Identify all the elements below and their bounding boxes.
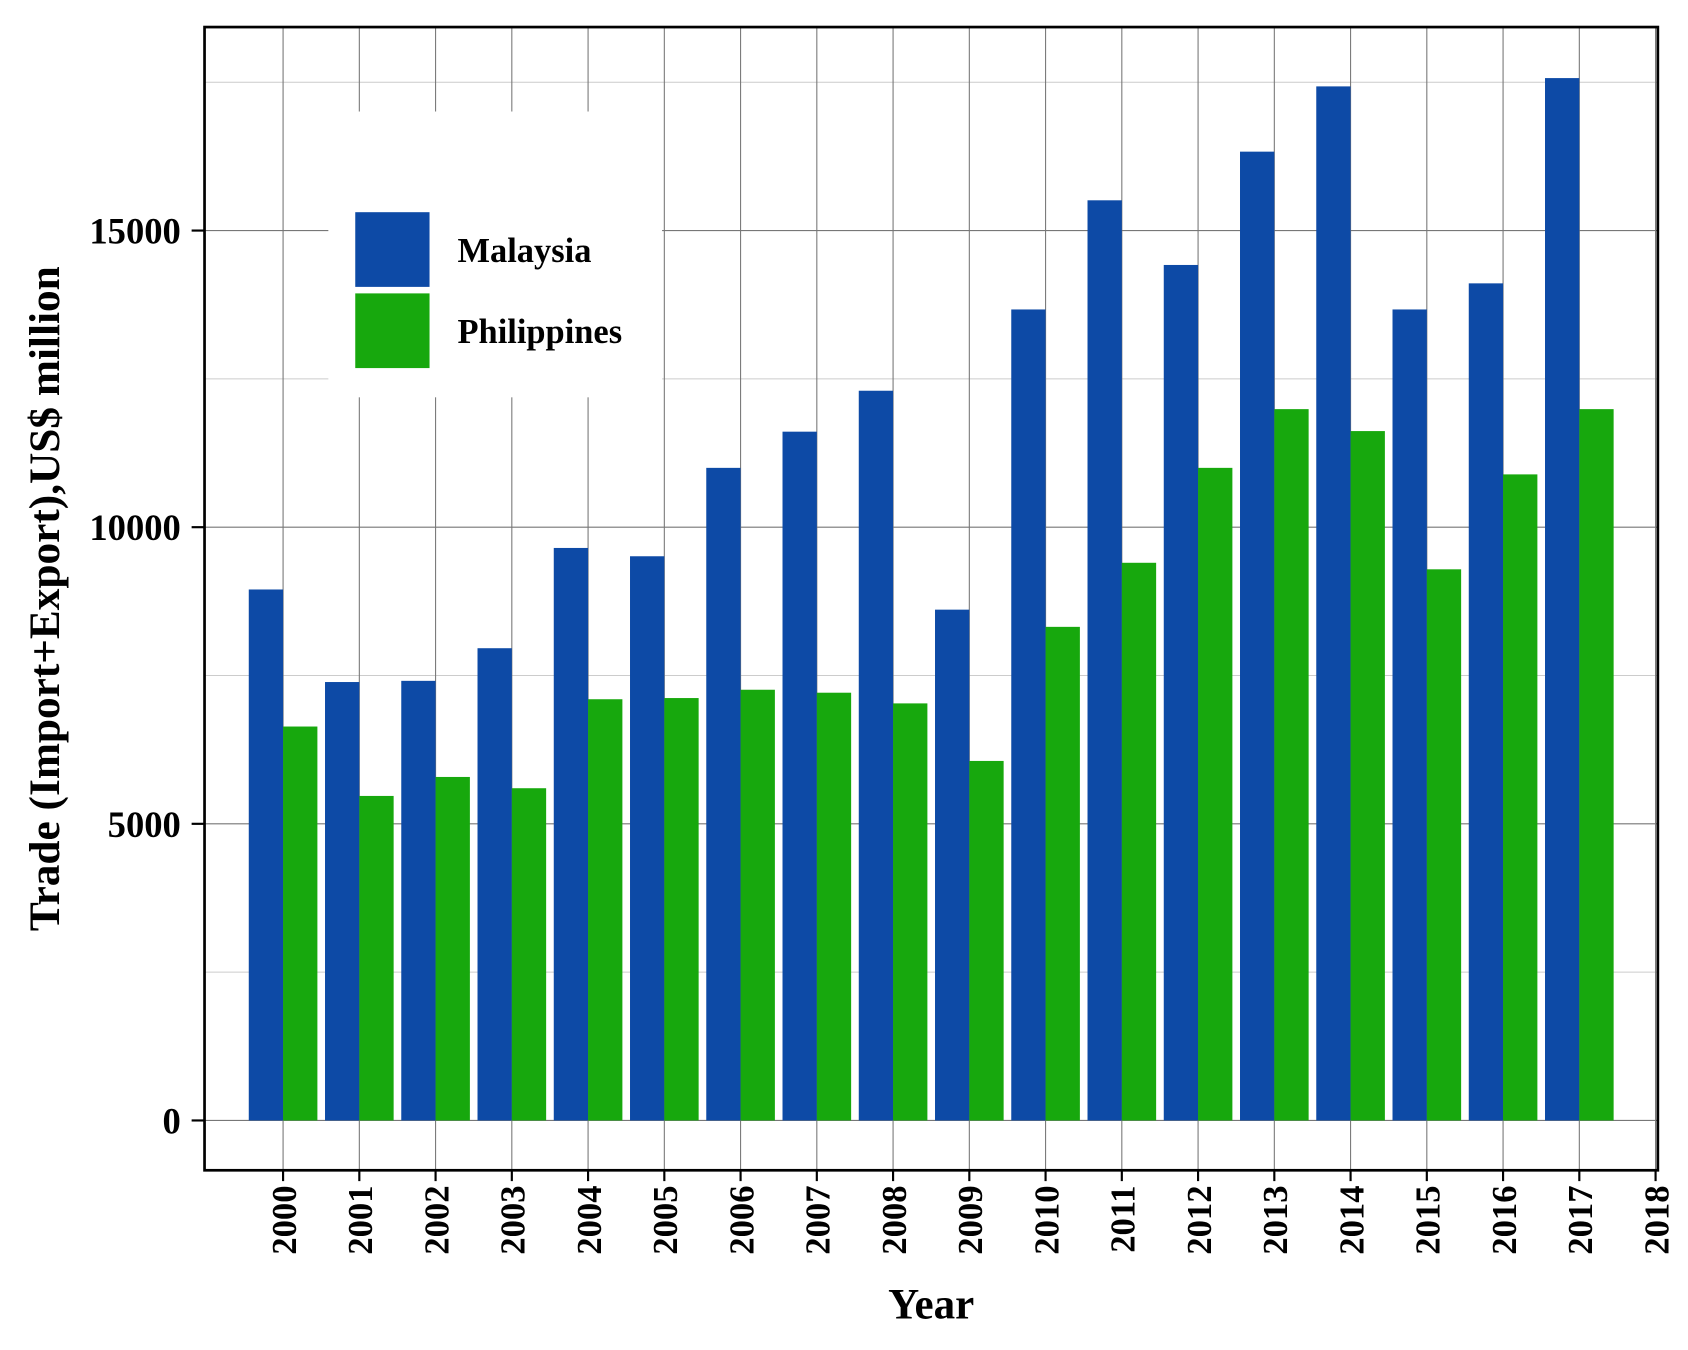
x-tick-label: 2000 [266, 1185, 304, 1254]
bar-philippines-2001 [359, 795, 394, 1121]
bar-philippines-2012 [1198, 467, 1233, 1121]
bar-malaysia-2014 [1316, 86, 1351, 1121]
bar-malaysia-2016 [1468, 283, 1504, 1121]
x-tick-label: 2005 [647, 1185, 685, 1254]
x-tick-label: 2018 [1639, 1185, 1677, 1254]
bar-malaysia-2017 [1545, 78, 1580, 1121]
bar-malaysia-2006 [706, 467, 741, 1121]
x-tick-label: 2014 [1334, 1185, 1372, 1254]
bar-philippines-2003 [511, 788, 547, 1121]
y-tick-label: 15000 [89, 210, 180, 251]
bar-malaysia-2015 [1392, 309, 1427, 1121]
bars [248, 78, 1614, 1121]
bar-malaysia-2008 [858, 390, 894, 1121]
bar-philippines-2008 [893, 703, 928, 1121]
x-tick-label: 2010 [1029, 1185, 1067, 1254]
bar-philippines-2010 [1045, 626, 1080, 1121]
bar-malaysia-2012 [1163, 264, 1199, 1121]
x-axis: 2000 2001 2002 2003 2004 2005 2006 2007 2008 2009… [266, 1170, 1677, 1255]
x-axis-label: Year [888, 1282, 974, 1329]
x-tick-label: 2013 [1257, 1185, 1295, 1254]
bar-philippines-2009 [969, 760, 1004, 1121]
bar-malaysia-2013 [1240, 151, 1275, 1121]
bar-malaysia-2009 [935, 609, 970, 1121]
x-tick-label: 2016 [1486, 1185, 1524, 1254]
y-axis-label: Trade (Import+Export),US$ million [22, 266, 69, 931]
legend-label-philippines: Philippines [458, 313, 623, 351]
x-tick-label: 2001 [342, 1185, 380, 1254]
legend: Malaysia Philippines [328, 111, 663, 398]
bar-philippines-2014 [1350, 431, 1385, 1121]
bar-philippines-2017 [1579, 409, 1614, 1121]
x-tick-label: 2017 [1562, 1185, 1600, 1254]
bar-malaysia-2002 [401, 680, 436, 1121]
bar-malaysia-2001 [325, 682, 360, 1121]
x-tick-label: 2002 [419, 1185, 457, 1254]
x-tick-label: 2009 [952, 1185, 990, 1254]
x-tick-label: 2012 [1181, 1185, 1219, 1254]
bar-malaysia-2010 [1011, 309, 1046, 1121]
bar-philippines-2007 [816, 692, 852, 1121]
bar-malaysia-2007 [782, 431, 817, 1121]
bar-malaysia-2011 [1087, 200, 1122, 1121]
x-tick-label: 2015 [1410, 1185, 1448, 1254]
y-tick-label: 10000 [89, 507, 180, 548]
x-tick-label: 2006 [724, 1185, 762, 1254]
bar-malaysia-2003 [477, 648, 512, 1121]
x-tick-label: 2007 [800, 1185, 838, 1254]
y-axis: 0 5000 10000 15000 [89, 210, 205, 1141]
bar-philippines-2005 [664, 698, 699, 1121]
bar-malaysia-2004 [553, 547, 589, 1121]
legend-swatch-philippines [355, 293, 430, 369]
x-tick-label: 2008 [876, 1185, 914, 1254]
legend-swatch-malaysia [355, 212, 430, 287]
x-tick-label: 2003 [495, 1185, 533, 1254]
bar-malaysia-2000 [248, 589, 284, 1121]
plot-frame [203, 25, 1660, 1172]
bar-philippines-2011 [1121, 562, 1157, 1121]
y-tick-label: 0 [163, 1100, 181, 1141]
bar-philippines-2000 [283, 726, 318, 1121]
bar-philippines-2016 [1503, 474, 1538, 1121]
bar-malaysia-2005 [630, 556, 665, 1121]
bar-philippines-2004 [588, 699, 623, 1121]
x-tick-label: 2004 [571, 1185, 609, 1254]
bar-philippines-2002 [435, 776, 470, 1121]
bar-philippines-2013 [1274, 409, 1309, 1121]
bar-philippines-2015 [1426, 569, 1462, 1121]
legend-label-malaysia: Malaysia [458, 232, 592, 270]
bar-philippines-2006 [740, 689, 775, 1121]
y-tick-label: 5000 [108, 804, 181, 845]
x-tick-label: 2011 [1105, 1185, 1143, 1252]
